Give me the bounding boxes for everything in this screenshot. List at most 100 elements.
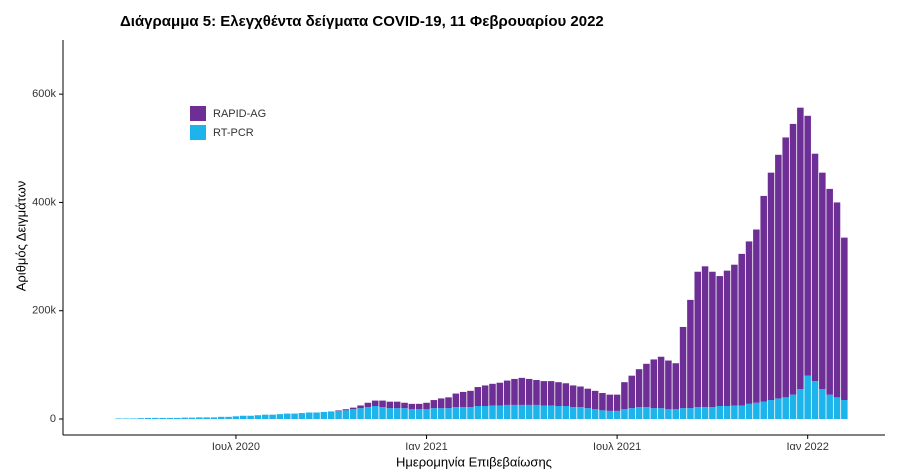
bar xyxy=(181,417,188,419)
bar xyxy=(723,270,731,407)
bar xyxy=(687,299,694,409)
bar xyxy=(357,408,364,419)
bar xyxy=(459,391,467,408)
bar xyxy=(547,381,555,406)
bar xyxy=(342,409,350,411)
bar xyxy=(533,380,540,405)
bar xyxy=(371,406,379,419)
bar xyxy=(262,414,269,419)
bar xyxy=(606,394,614,411)
bar xyxy=(628,375,636,409)
bar xyxy=(745,241,753,404)
bar xyxy=(621,409,628,419)
bar xyxy=(393,401,401,409)
bar xyxy=(218,416,225,419)
bar xyxy=(811,381,819,419)
y-tick-label: 200k xyxy=(32,305,56,317)
x-tick-label: Ιαν 2021 xyxy=(405,441,447,453)
bar xyxy=(525,378,533,405)
bar xyxy=(650,408,658,419)
bar xyxy=(203,417,210,419)
bar xyxy=(511,378,518,405)
x-tick-label: Ιουλ 2020 xyxy=(212,441,260,453)
bar xyxy=(467,407,474,419)
bar xyxy=(591,390,599,410)
bar xyxy=(511,404,518,419)
bar xyxy=(437,398,445,409)
bar xyxy=(386,401,394,409)
bar xyxy=(679,326,687,409)
bar xyxy=(613,410,621,419)
bar xyxy=(591,409,599,419)
bar xyxy=(643,363,650,408)
bar xyxy=(298,413,306,419)
legend-swatch xyxy=(190,106,206,121)
bar xyxy=(782,397,789,419)
bar xyxy=(437,408,445,419)
bar xyxy=(555,382,562,407)
bar xyxy=(577,386,584,408)
bar xyxy=(841,237,848,401)
bar xyxy=(518,377,526,405)
bar xyxy=(767,172,775,401)
bar xyxy=(166,417,174,419)
bar xyxy=(320,411,328,419)
legend-swatch xyxy=(190,125,206,140)
bar xyxy=(188,417,196,419)
bar xyxy=(782,137,789,398)
bar xyxy=(445,408,452,419)
bar xyxy=(657,408,665,419)
bar xyxy=(613,394,621,411)
bar xyxy=(276,414,284,419)
x-tick-label: Ιουλ 2021 xyxy=(593,441,641,453)
bar xyxy=(474,406,482,419)
bar xyxy=(357,405,364,409)
bar xyxy=(430,400,438,409)
bar xyxy=(804,115,811,376)
bar xyxy=(819,389,826,419)
bar xyxy=(496,382,504,406)
bar xyxy=(738,253,745,406)
bar xyxy=(364,402,372,408)
bar xyxy=(621,382,628,410)
bar xyxy=(753,229,760,403)
bar xyxy=(335,410,342,419)
bar xyxy=(335,410,342,411)
bar xyxy=(826,394,833,419)
bar xyxy=(745,403,753,419)
bar xyxy=(408,409,416,419)
bar xyxy=(687,408,694,419)
bar xyxy=(657,356,665,409)
bar xyxy=(775,398,782,419)
bar xyxy=(305,412,313,419)
bar xyxy=(210,417,218,419)
bar xyxy=(349,407,357,410)
bar xyxy=(240,415,247,419)
bar xyxy=(643,407,650,419)
bar xyxy=(379,407,386,419)
bar xyxy=(386,408,394,419)
bar xyxy=(635,369,643,408)
bar xyxy=(701,407,709,419)
bar xyxy=(672,363,680,410)
bar xyxy=(430,408,438,419)
bar xyxy=(467,390,474,408)
bar xyxy=(606,410,614,419)
chart-title: Διάγραμμα 5: Ελεγχθέντα δείγματα COVID-1… xyxy=(120,13,604,30)
bar xyxy=(723,406,731,419)
bar xyxy=(679,408,687,419)
bar xyxy=(481,385,489,407)
bar xyxy=(650,359,658,409)
bar xyxy=(562,383,570,407)
y-tick-label: 600k xyxy=(32,88,56,100)
bar xyxy=(533,404,540,419)
y-tick-label: 0 xyxy=(50,413,56,425)
bar xyxy=(137,418,144,419)
bar xyxy=(232,416,240,419)
bar xyxy=(716,406,723,419)
bar xyxy=(159,417,166,419)
bar xyxy=(584,408,592,419)
bar xyxy=(833,397,841,419)
bar xyxy=(481,406,489,419)
